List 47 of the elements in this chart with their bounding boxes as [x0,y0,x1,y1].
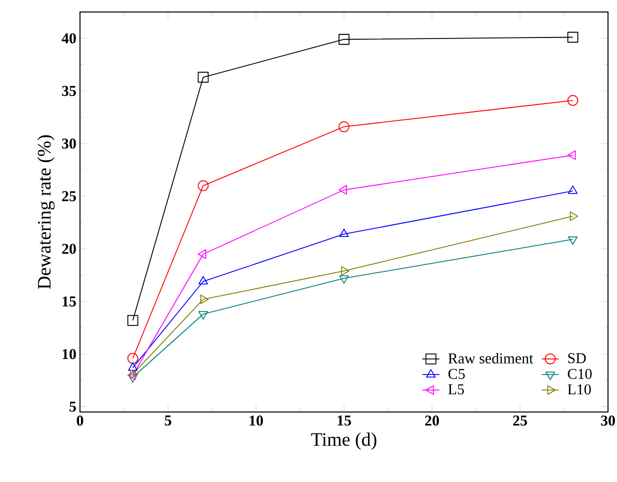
point [198,72,209,83]
legend-label: SD [568,353,586,364]
point [198,276,208,284]
x-tick-label: 20 [425,416,439,426]
legend-label: Raw sediment [448,352,534,364]
point [128,362,138,371]
x-tick-label: 25 [513,416,527,426]
y-axis-title: Dewatering rate (%) [37,135,55,289]
point [338,185,347,195]
legend-label: C10 [568,368,592,379]
point [570,211,578,221]
y-tick-label: 20 [62,244,76,254]
x-tick-label: 5 [164,416,172,426]
x-tick-label: 30 [601,416,615,426]
point [127,370,136,380]
y-tick-label: 15 [62,296,76,306]
point [200,294,209,304]
point [567,150,576,160]
x-tick-label: 15 [338,416,351,426]
point [338,34,350,45]
point [567,32,578,43]
point [339,275,349,284]
point [198,249,206,259]
point [198,180,209,192]
point [341,266,350,276]
point [338,121,350,132]
point [198,311,208,320]
y-tick-label: 10 [62,349,76,360]
legend-label: L10 [568,384,591,394]
x-axis-title: Time (d) [311,432,376,450]
y-tick-label: 30 [62,138,76,149]
point [128,374,138,383]
x-tick-label: 10 [250,416,263,426]
point [568,236,578,245]
legend-label: C5 [448,368,465,379]
point [339,228,349,238]
point [567,94,578,106]
y-tick-label: 25 [62,191,76,202]
x-tick-label: 0 [76,416,84,426]
y-tick-label: 40 [62,33,76,44]
point [568,185,578,194]
legend-label: L5 [448,384,464,394]
y-tick-label: 35 [62,86,76,96]
point [127,352,138,364]
point [127,314,138,326]
point [130,369,138,379]
y-tick-label: 5 [70,402,76,412]
